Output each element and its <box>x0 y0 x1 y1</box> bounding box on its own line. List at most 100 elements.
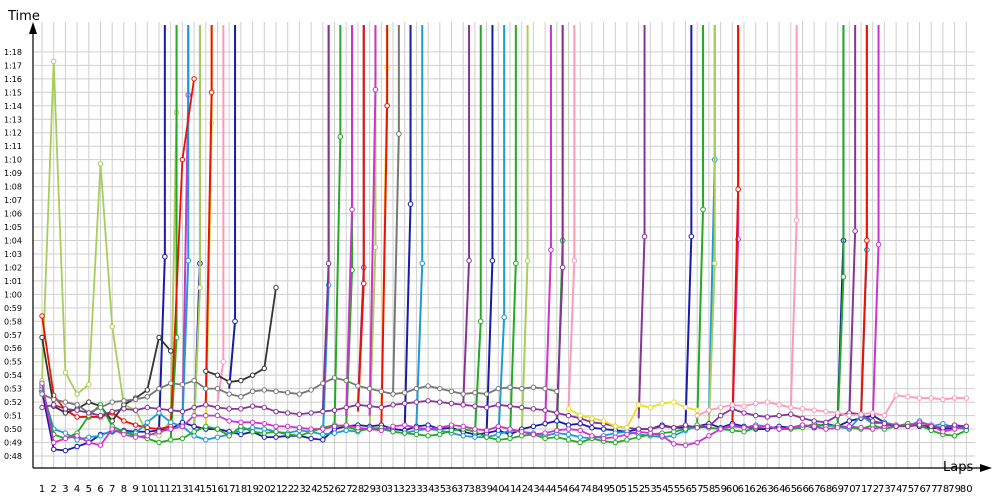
data-point <box>320 431 326 438</box>
data-point <box>343 377 349 384</box>
spike-point <box>840 274 847 280</box>
data-point <box>905 394 911 400</box>
spike-point <box>793 217 800 224</box>
x-tick-label: 24 <box>305 484 318 495</box>
data-point <box>39 404 45 411</box>
x-tick-label: 60 <box>726 484 739 495</box>
x-tick-label: 1 <box>39 484 45 495</box>
data-point <box>858 425 864 431</box>
data-point <box>764 414 771 420</box>
data-point <box>308 426 314 432</box>
spike-line <box>485 24 494 434</box>
data-point <box>203 437 209 443</box>
data-point <box>355 402 361 408</box>
spike-line <box>544 24 552 427</box>
series-line <box>41 385 967 444</box>
data-point <box>226 418 232 424</box>
data-point <box>273 284 279 291</box>
spike-line <box>321 24 330 412</box>
data-point <box>928 423 934 430</box>
data-point <box>62 369 69 376</box>
data-point <box>320 380 326 386</box>
data-point <box>214 385 221 392</box>
data-point <box>320 426 326 432</box>
spike-point <box>185 257 192 264</box>
spike-22 <box>380 24 390 430</box>
data-point <box>577 427 583 434</box>
data-point <box>963 423 969 430</box>
x-tick-label: 41 <box>504 484 517 495</box>
x-tick-label: 75 <box>901 484 914 495</box>
x-tick-label: 10 <box>141 484 154 495</box>
spike-line <box>356 24 365 412</box>
x-tick-label: 39 <box>480 484 493 495</box>
spike-point <box>419 260 426 267</box>
x-tick-label: 62 <box>749 484 762 495</box>
data-point <box>694 412 700 419</box>
x-tick-label: 59 <box>714 484 727 495</box>
x-tick-label: 32 <box>398 484 411 495</box>
x-tick-label: 78 <box>937 484 950 495</box>
data-point <box>624 431 630 438</box>
data-point <box>823 419 829 426</box>
x-tick-label: 76 <box>913 484 926 495</box>
data-point <box>331 423 338 430</box>
spike-point <box>384 102 390 109</box>
spike-34 <box>555 24 566 419</box>
data-point <box>483 427 490 434</box>
data-point <box>86 434 92 440</box>
data-point <box>788 404 794 411</box>
data-point <box>741 425 747 431</box>
spike-46 <box>848 24 858 416</box>
data-point <box>600 435 607 442</box>
spike-18 <box>356 24 367 412</box>
x-tick-label: 44 <box>539 484 552 495</box>
data-point <box>612 439 618 446</box>
data-point <box>238 406 244 412</box>
data-point <box>249 388 256 395</box>
data-point <box>577 412 583 419</box>
data-point <box>741 403 747 409</box>
x-tick-label: 74 <box>890 484 903 495</box>
data-point <box>261 387 267 393</box>
data-point <box>694 407 700 413</box>
data-point <box>437 431 443 438</box>
y-tick-label: 0:56 <box>4 344 22 353</box>
data-point <box>261 430 267 436</box>
y-tick-label: 1:07 <box>4 196 22 205</box>
x-tick-label: 18 <box>235 484 248 495</box>
data-point <box>191 423 197 430</box>
x-tick-label: 6 <box>97 484 103 495</box>
data-point <box>694 439 700 446</box>
data-point <box>448 427 455 434</box>
series-line <box>696 394 967 417</box>
x-tick-label: 34 <box>422 484 435 495</box>
data-point <box>776 412 782 419</box>
data-point <box>554 388 560 395</box>
x-tick-label: 46 <box>562 484 575 495</box>
data-point <box>893 423 899 430</box>
data-point <box>963 395 969 401</box>
spike-point <box>396 131 402 137</box>
data-point <box>39 313 45 319</box>
x-tick-label: 79 <box>948 484 961 495</box>
data-point <box>425 433 431 439</box>
data-point <box>554 410 560 416</box>
data-point <box>519 385 525 392</box>
data-point <box>51 402 57 408</box>
data-point <box>249 403 256 409</box>
data-point <box>846 418 852 424</box>
x-axis-arrow <box>980 464 992 472</box>
spike-6 <box>193 24 203 427</box>
data-point <box>600 418 607 424</box>
data-point <box>671 399 677 405</box>
spike-27 <box>473 24 484 435</box>
data-point <box>109 426 115 432</box>
y-tick-label: 1:16 <box>4 75 22 84</box>
data-point <box>881 420 888 427</box>
y-tick-label: 0:57 <box>4 331 22 340</box>
x-tick-label: 69 <box>831 484 844 495</box>
data-point <box>39 334 45 341</box>
data-point <box>62 399 69 405</box>
spike-24 <box>403 24 414 430</box>
